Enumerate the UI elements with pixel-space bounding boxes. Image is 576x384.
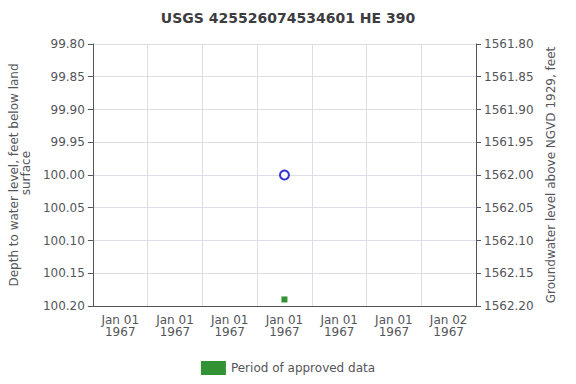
svg-text:1967: 1967 bbox=[269, 325, 300, 339]
svg-text:Jan 01: Jan 01 bbox=[210, 313, 249, 327]
svg-text:Jan 01: Jan 01 bbox=[320, 313, 358, 327]
svg-text:1967: 1967 bbox=[324, 325, 355, 339]
svg-text:1562.20: 1562.20 bbox=[484, 299, 534, 313]
svg-text:Jan 01: Jan 01 bbox=[101, 313, 140, 327]
svg-text:99.95: 99.95 bbox=[51, 135, 85, 149]
svg-text:99.90: 99.90 bbox=[51, 103, 85, 117]
svg-text:1562.15: 1562.15 bbox=[484, 266, 534, 280]
svg-text:1562.10: 1562.10 bbox=[484, 234, 534, 248]
svg-text:100.20: 100.20 bbox=[43, 299, 85, 313]
svg-text:1967: 1967 bbox=[214, 325, 245, 339]
svg-text:Jan 01: Jan 01 bbox=[375, 313, 413, 327]
svg-text:1562.05: 1562.05 bbox=[484, 201, 534, 215]
svg-text:1967: 1967 bbox=[160, 325, 191, 339]
svg-text:1561.95: 1561.95 bbox=[484, 135, 534, 149]
svg-text:1967: 1967 bbox=[105, 325, 136, 339]
svg-text:Jan 01: Jan 01 bbox=[156, 313, 194, 327]
svg-text:1561.85: 1561.85 bbox=[484, 70, 534, 84]
svg-text:Period of approved data: Period of approved data bbox=[231, 361, 375, 375]
svg-text:Groundwater level above NGVD 1: Groundwater level above NGVD 1929, feet bbox=[544, 46, 558, 303]
svg-text:1967: 1967 bbox=[379, 325, 410, 339]
svg-text:Depth to water level, feet bel: Depth to water level, feet below land bbox=[7, 63, 21, 287]
svg-text:Jan 01: Jan 01 bbox=[265, 313, 304, 327]
svg-text:Jan 02: Jan 02 bbox=[429, 313, 468, 327]
svg-text:surface: surface bbox=[19, 151, 33, 199]
svg-text:1561.90: 1561.90 bbox=[484, 103, 534, 117]
svg-text:100.10: 100.10 bbox=[43, 234, 85, 248]
svg-text:USGS 425526074534601 HE 390: USGS 425526074534601 HE 390 bbox=[161, 10, 416, 26]
svg-text:100.15: 100.15 bbox=[43, 266, 85, 280]
svg-text:99.80: 99.80 bbox=[51, 37, 85, 51]
svg-text:1562.00: 1562.00 bbox=[484, 168, 534, 182]
svg-text:1561.80: 1561.80 bbox=[484, 37, 534, 51]
svg-text:100.05: 100.05 bbox=[43, 201, 85, 215]
svg-text:1967: 1967 bbox=[433, 325, 464, 339]
svg-text:100.00: 100.00 bbox=[43, 168, 85, 182]
svg-text:99.85: 99.85 bbox=[51, 70, 85, 84]
